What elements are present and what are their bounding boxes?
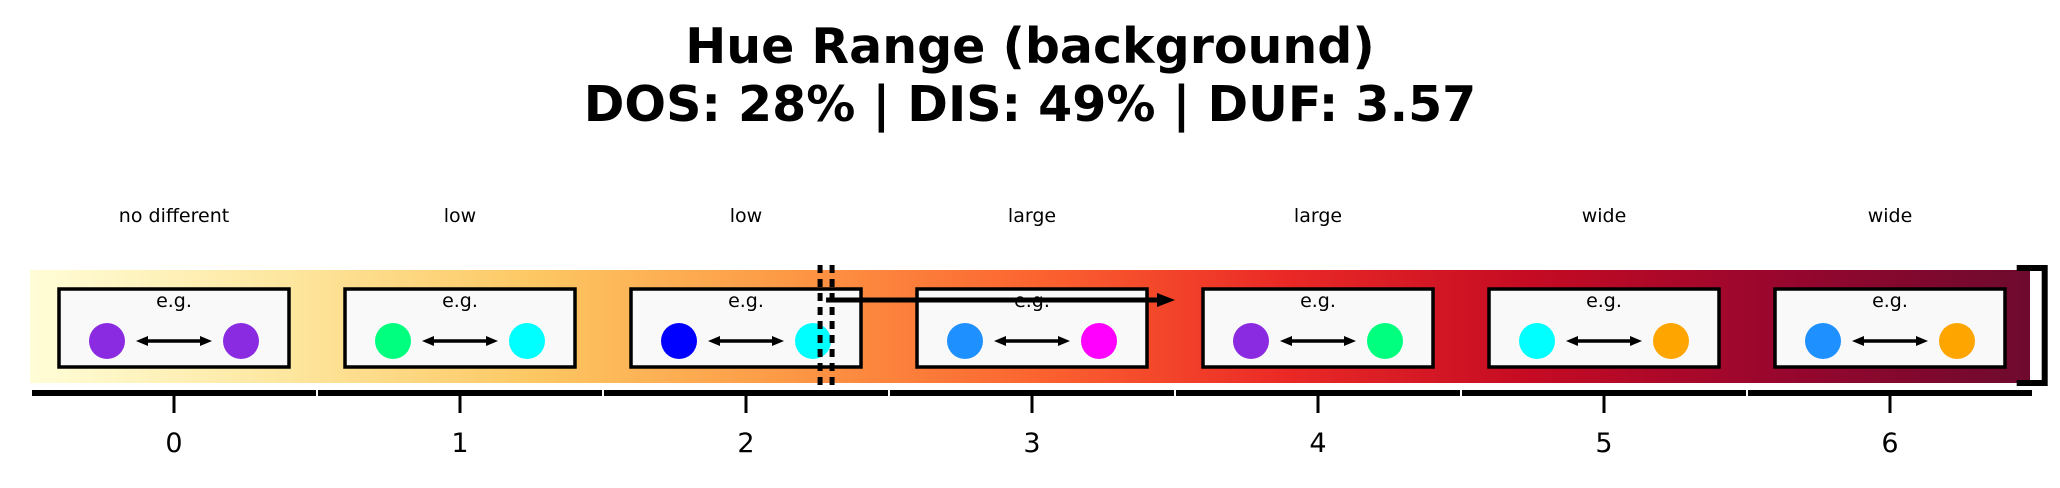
level-group-5: wide e.g. 5 [1462, 205, 1746, 459]
level-group-1: low e.g. 1 [318, 205, 602, 459]
category-label: no different [119, 205, 229, 227]
title-line-2: DOS: 28% | DIS: 49% | DUF: 3.57 [583, 76, 1477, 133]
right-swatch [509, 323, 545, 359]
level-group-6: wide e.g. 6 [1748, 205, 2032, 459]
level-group-0: no different e.g. 0 [32, 205, 316, 459]
tick-label: 3 [1023, 428, 1040, 459]
tick-label: 4 [1309, 428, 1326, 459]
category-label: wide [1868, 205, 1913, 227]
range-end-bracket [2016, 265, 2048, 386]
arrow-head-right [1058, 336, 1070, 346]
left-swatch [1805, 323, 1841, 359]
title-line-1: Hue Range (background) [685, 18, 1375, 75]
category-label: large [1008, 205, 1056, 227]
example-label: e.g. [1586, 290, 1622, 312]
level-group-4: large e.g. 4 [1176, 205, 1460, 459]
left-swatch [375, 323, 411, 359]
arrow-head-right [1630, 336, 1642, 346]
example-label: e.g. [1300, 290, 1336, 312]
level-group-2: low e.g. 2 [604, 205, 888, 459]
range-arrow-head [1157, 293, 1175, 307]
example-label: e.g. [1872, 290, 1908, 312]
right-swatch [1939, 323, 1975, 359]
diagram-title: Hue Range (background) DOS: 28% | DIS: 4… [0, 18, 2060, 134]
arrow-head-left [1566, 336, 1578, 346]
example-label: e.g. [442, 290, 478, 312]
arrow-head-right [1344, 336, 1356, 346]
example-label: e.g. [728, 290, 764, 312]
left-swatch [89, 323, 125, 359]
category-label: low [444, 205, 476, 227]
left-swatch [947, 323, 983, 359]
arrow-head-left [1280, 336, 1292, 346]
right-swatch [1367, 323, 1403, 359]
arrow-head-right [486, 336, 498, 346]
example-label: e.g. [156, 290, 192, 312]
tick-label: 5 [1595, 428, 1612, 459]
arrow-head-right [200, 336, 212, 346]
right-swatch [1081, 323, 1117, 359]
category-label: wide [1582, 205, 1627, 227]
right-swatch [795, 323, 831, 359]
category-label: large [1294, 205, 1342, 227]
arrow-head-left [1852, 336, 1864, 346]
arrow-head-right [1916, 336, 1928, 346]
category-label: low [730, 205, 762, 227]
arrow-head-left [422, 336, 434, 346]
tick-label: 0 [165, 428, 182, 459]
left-swatch [661, 323, 697, 359]
arrow-head-right [772, 336, 784, 346]
tick-label: 2 [737, 428, 754, 459]
arrow-head-left [708, 336, 720, 346]
tick-label: 1 [451, 428, 468, 459]
left-swatch [1519, 323, 1555, 359]
tick-label: 6 [1881, 428, 1898, 459]
right-swatch [1653, 323, 1689, 359]
right-swatch [223, 323, 259, 359]
arrow-head-left [994, 336, 1006, 346]
arrow-head-left [136, 336, 148, 346]
left-swatch [1233, 323, 1269, 359]
